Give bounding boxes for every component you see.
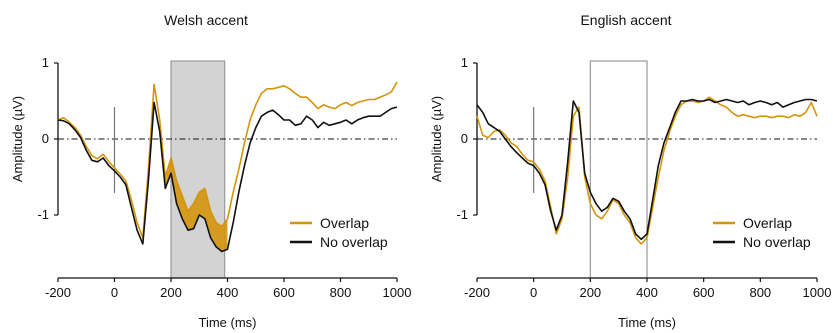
series-line-overlap: [476, 96, 818, 245]
y-tick-label: 1: [461, 55, 468, 70]
panel-title: English accent: [580, 12, 671, 28]
analysis-window: [589, 60, 648, 279]
x-tick-label: 400: [217, 285, 239, 300]
series-line-no-overlap: [476, 98, 818, 241]
x-tick-label: 200: [579, 285, 601, 300]
y-tick-label: 0: [42, 131, 49, 146]
y-tick-label: -1: [37, 207, 49, 222]
series-line-no-overlap: [57, 101, 398, 253]
x-tick-label: 1000: [383, 285, 412, 300]
x-axis-label: Time (ms): [618, 315, 676, 330]
y-tick-label: 1: [42, 55, 49, 70]
x-tick-label: 600: [693, 285, 715, 300]
x-tick-label: 400: [636, 285, 658, 300]
y-tick-label: 0: [461, 131, 468, 146]
english-accent-panel: English accent 1 0 -1 -200 0 200 400 600 800 1000…: [429, 12, 831, 330]
x-tick-label: 200: [160, 285, 182, 300]
legend-label: No overlap: [743, 234, 811, 250]
x-tick-label: 600: [273, 285, 295, 300]
x-tick-label: -200: [45, 285, 71, 300]
panel-title: Welsh accent: [164, 12, 248, 28]
legend-label: No overlap: [320, 234, 388, 250]
x-tick-label: 800: [330, 285, 352, 300]
x-tick-label: 0: [111, 285, 118, 300]
y-tick-label: -1: [456, 207, 468, 222]
x-tick-label: 0: [530, 285, 537, 300]
difference-area: [159, 120, 228, 252]
y-axis-label: Amplitude (µV): [10, 96, 25, 182]
series-line-overlap: [57, 81, 398, 239]
x-axis-label: Time (ms): [198, 315, 256, 330]
x-tick-label: -200: [464, 285, 490, 300]
legend-label: Overlap: [320, 215, 369, 231]
x-tick-label: 800: [749, 285, 771, 300]
welsh-accent-panel: Welsh accent 1 0 -1 -200 0 200 400 600 800 1000 Ti…: [10, 12, 411, 330]
x-tick-label: 1000: [803, 285, 832, 300]
legend-label: Overlap: [743, 215, 792, 231]
y-axis-label: Amplitude (µV): [429, 96, 444, 182]
